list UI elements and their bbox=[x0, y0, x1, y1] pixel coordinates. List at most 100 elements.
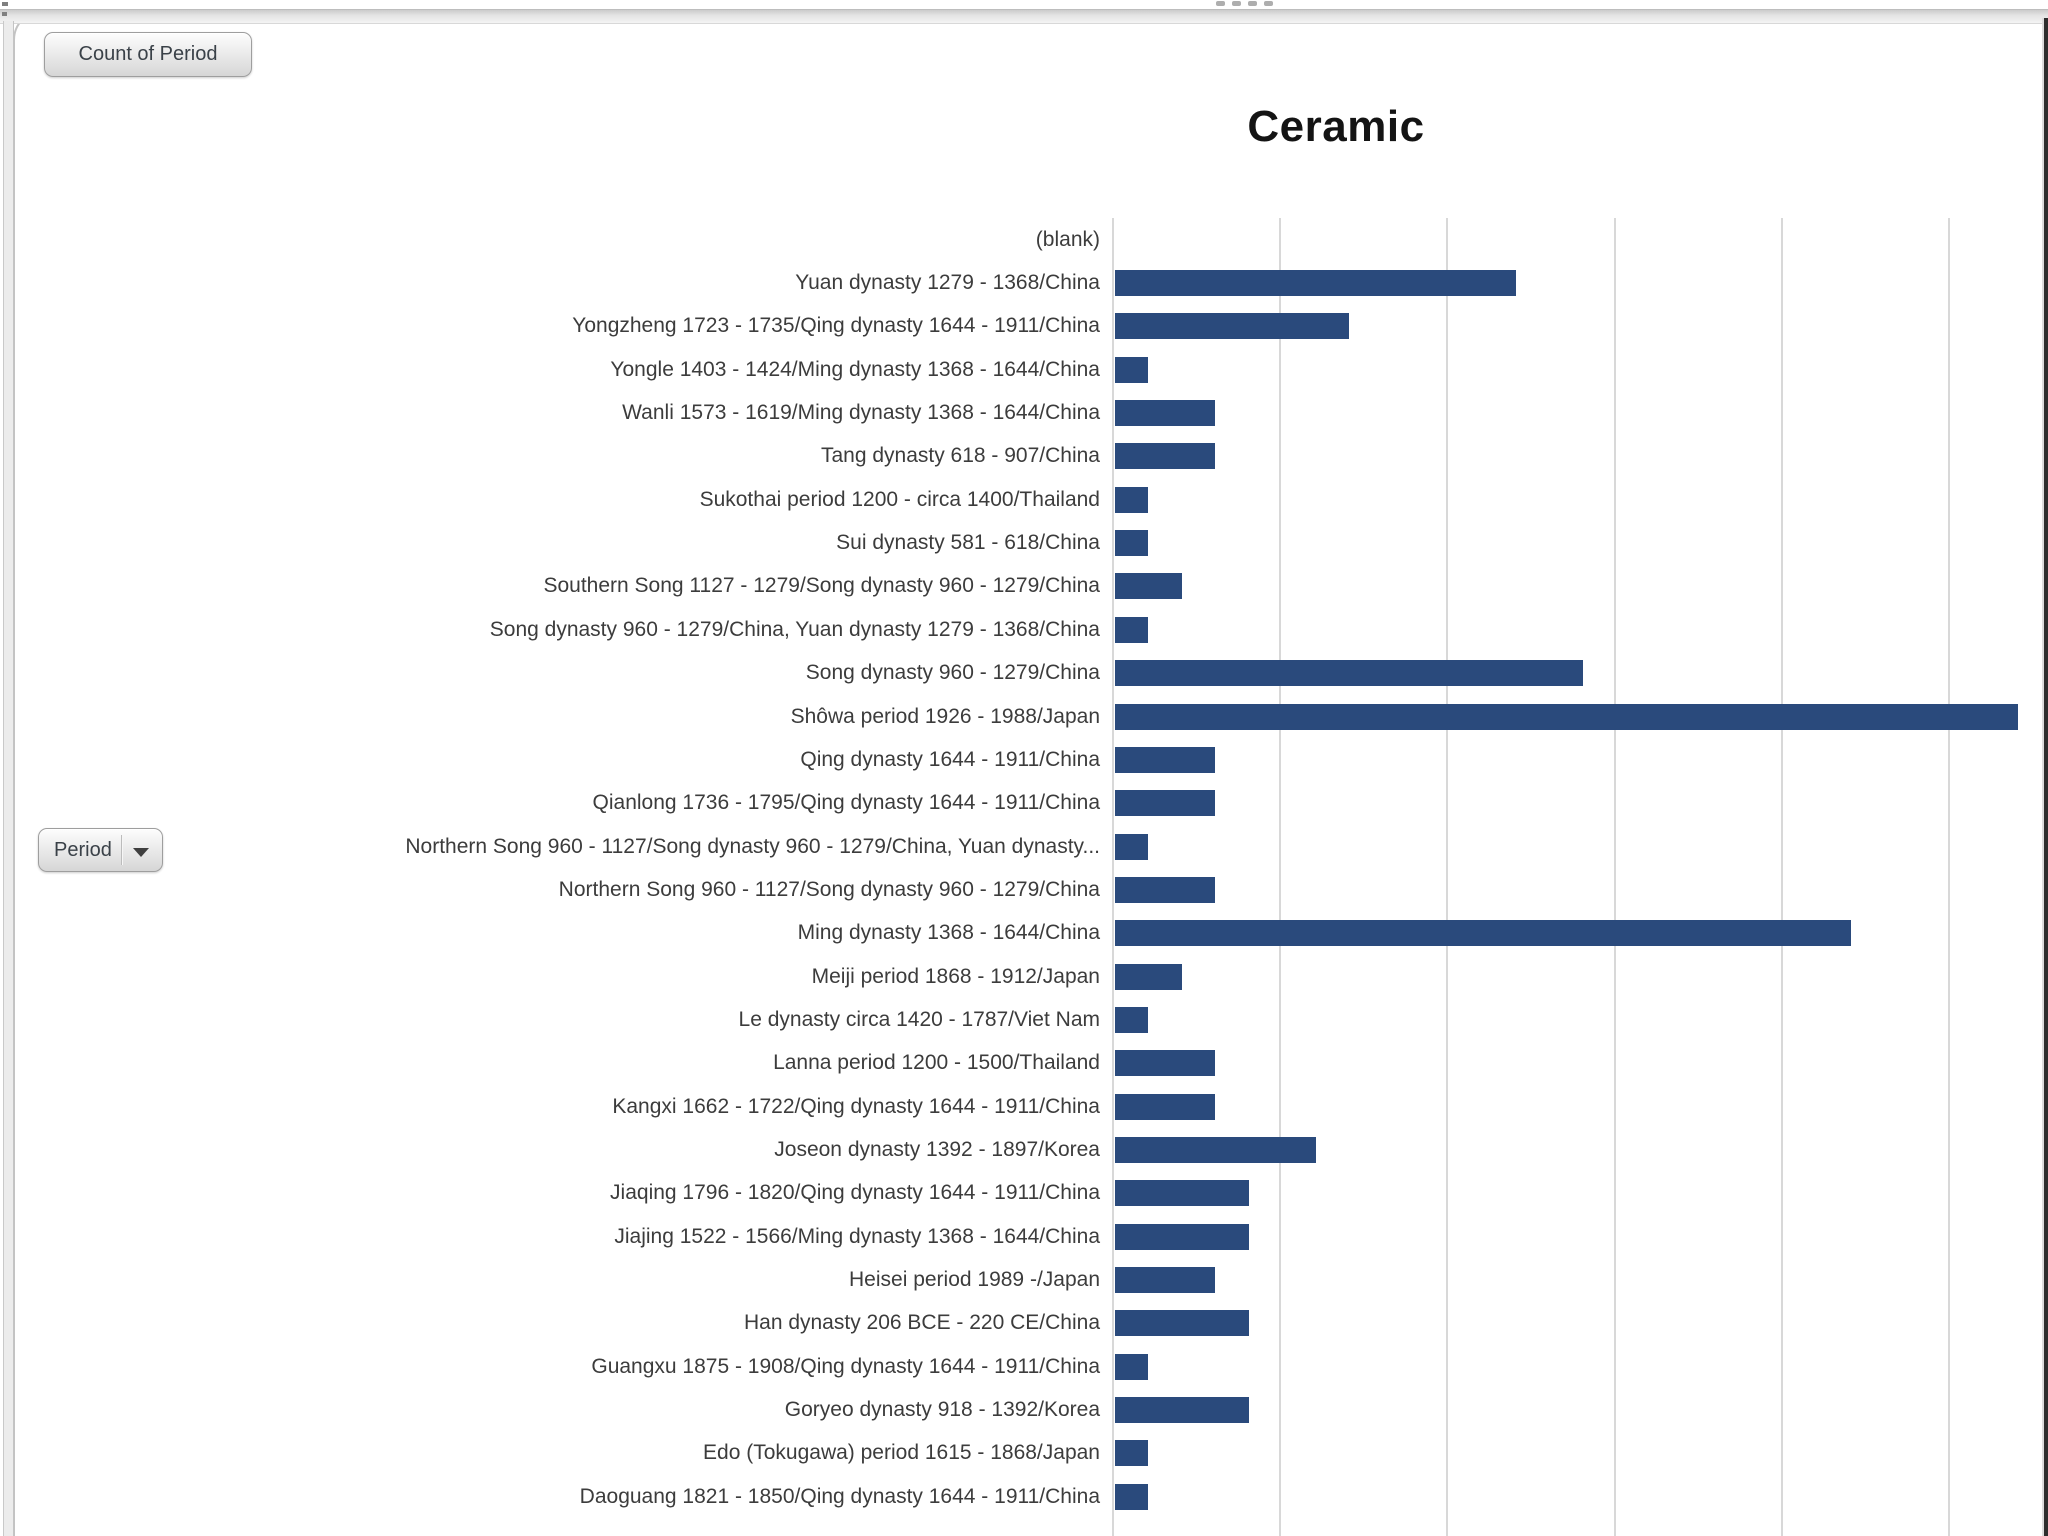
category-axis-label: Song dynasty 960 - 1279/China bbox=[805, 661, 1100, 685]
bar[interactable] bbox=[1115, 1267, 1216, 1294]
table-row: Jiaqing 1796 - 1820/Qing dynasty 1644 - … bbox=[0, 1172, 2048, 1215]
table-row: Daoguang 1821 - 1850/Qing dynasty 1644 -… bbox=[0, 1475, 2048, 1518]
table-row: Jiajing 1522 - 1566/Ming dynasty 1368 - … bbox=[0, 1215, 2048, 1258]
table-row: Sui dynasty 581 - 618/China bbox=[0, 521, 2048, 564]
category-axis-label: Qianlong 1736 - 1795/Qing dynasty 1644 -… bbox=[592, 791, 1100, 815]
table-row: Kangxi 1662 - 1722/Qing dynasty 1644 - 1… bbox=[0, 1085, 2048, 1128]
value-axis-line bbox=[1112, 218, 1114, 1536]
category-field-button-label: Period bbox=[54, 838, 112, 861]
table-row: Goryeo dynasty 918 - 1392/Korea bbox=[0, 1388, 2048, 1431]
bar[interactable] bbox=[1115, 313, 1350, 340]
category-axis-label: Jiajing 1522 - 1566/Ming dynasty 1368 - … bbox=[614, 1224, 1100, 1248]
gridline bbox=[1279, 218, 1282, 1536]
category-axis-label: Yongzheng 1723 - 1735/Qing dynasty 1644 … bbox=[572, 314, 1100, 338]
category-axis-label: Northern Song 960 - 1127/Song dynasty 96… bbox=[558, 877, 1100, 901]
category-axis-label: Yongle 1403 - 1424/Ming dynasty 1368 - 1… bbox=[610, 357, 1100, 381]
bar[interactable] bbox=[1115, 1006, 1149, 1033]
category-axis-label: Daoguang 1821 - 1850/Qing dynasty 1644 -… bbox=[579, 1484, 1100, 1508]
table-row: (blank) bbox=[0, 218, 2048, 261]
table-row: Edo (Tokugawa) period 1615 - 1868/Japan bbox=[0, 1432, 2048, 1475]
bar[interactable] bbox=[1115, 790, 1216, 817]
table-row: Ming dynasty 1368 - 1644/China bbox=[0, 912, 2048, 955]
bar[interactable] bbox=[1115, 1353, 1149, 1380]
category-axis-label: Joseon dynasty 1392 - 1897/Korea bbox=[774, 1138, 1100, 1162]
table-row: Meiji period 1868 - 1912/Japan bbox=[0, 955, 2048, 998]
table-row: Yongle 1403 - 1424/Ming dynasty 1368 - 1… bbox=[0, 348, 2048, 391]
chart-area-frame bbox=[13, 10, 2048, 1536]
bar[interactable] bbox=[1115, 963, 1182, 990]
category-axis-label: Song dynasty 960 - 1279/China, Yuan dyna… bbox=[489, 617, 1100, 641]
table-row: Guangxu 1875 - 1908/Qing dynasty 1644 - … bbox=[0, 1345, 2048, 1388]
table-row: Joseon dynasty 1392 - 1897/Korea bbox=[0, 1128, 2048, 1171]
category-axis-label: Jiaqing 1796 - 1820/Qing dynasty 1644 - … bbox=[610, 1181, 1100, 1205]
bar[interactable] bbox=[1115, 1440, 1149, 1467]
table-row: Song dynasty 960 - 1279/China, Yuan dyna… bbox=[0, 608, 2048, 651]
bar[interactable] bbox=[1115, 833, 1149, 860]
bar[interactable] bbox=[1115, 1223, 1249, 1250]
table-row: Northern Song 960 - 1127/Song dynasty 96… bbox=[0, 825, 2048, 868]
bar[interactable] bbox=[1115, 746, 1216, 773]
table-row: Song dynasty 960 - 1279/China bbox=[0, 652, 2048, 695]
category-axis-label: Ming dynasty 1368 - 1644/China bbox=[797, 921, 1100, 945]
category-axis-label: Wanli 1573 - 1619/Ming dynasty 1368 - 16… bbox=[622, 401, 1100, 425]
table-row: Heisei period 1989 -/Japan bbox=[0, 1258, 2048, 1301]
category-axis-label: Han dynasty 206 BCE - 220 CE/China bbox=[743, 1311, 1100, 1335]
bar[interactable] bbox=[1115, 703, 2018, 730]
cut-off-ui-fragment bbox=[2, 2, 8, 6]
bar[interactable] bbox=[1115, 1483, 1149, 1510]
table-row: Yuan dynasty 1279 - 1368/China bbox=[0, 261, 2048, 304]
gridline bbox=[1446, 218, 1449, 1536]
window-top-band bbox=[0, 9, 2048, 24]
value-field-button[interactable]: Count of Period bbox=[44, 32, 252, 77]
bar[interactable] bbox=[1115, 530, 1149, 557]
table-row: Lanna period 1200 - 1500/Thailand bbox=[0, 1042, 2048, 1085]
window-right-edge-highlight bbox=[2042, 18, 2044, 1536]
category-axis-label: Kangxi 1662 - 1722/Qing dynasty 1644 - 1… bbox=[612, 1094, 1100, 1118]
category-axis-label: Heisei period 1989 -/Japan bbox=[849, 1268, 1100, 1292]
category-axis-label: (blank) bbox=[1035, 227, 1100, 251]
table-row: Qianlong 1736 - 1795/Qing dynasty 1644 -… bbox=[0, 782, 2048, 825]
bar[interactable] bbox=[1115, 573, 1182, 600]
table-row: Han dynasty 206 BCE - 220 CE/China bbox=[0, 1302, 2048, 1345]
table-row: Qing dynasty 1644 - 1911/China bbox=[0, 738, 2048, 781]
bar[interactable] bbox=[1115, 400, 1216, 427]
dropdown-arrow-icon[interactable] bbox=[133, 848, 149, 857]
bar[interactable] bbox=[1115, 1093, 1216, 1120]
table-row: Yongzheng 1723 - 1735/Qing dynasty 1644 … bbox=[0, 305, 2048, 348]
gridline bbox=[1948, 218, 1950, 1536]
category-axis-label: Northern Song 960 - 1127/Song dynasty 96… bbox=[405, 834, 1100, 858]
bar[interactable] bbox=[1115, 1180, 1249, 1207]
category-axis-label: Goryeo dynasty 918 - 1392/Korea bbox=[784, 1398, 1100, 1422]
bar[interactable] bbox=[1115, 660, 1584, 687]
category-axis-label: Edo (Tokugawa) period 1615 - 1868/Japan bbox=[703, 1441, 1100, 1465]
category-axis-label: Sui dynasty 581 - 618/China bbox=[836, 531, 1100, 555]
category-axis-label: Meiji period 1868 - 1912/Japan bbox=[811, 964, 1100, 988]
bar[interactable] bbox=[1115, 356, 1149, 383]
window-right-edge bbox=[2044, 18, 2048, 1536]
category-axis-label: Shôwa period 1926 - 1988/Japan bbox=[790, 704, 1100, 728]
bar[interactable] bbox=[1115, 1050, 1216, 1077]
table-row: Southern Song 1127 - 1279/Song dynasty 9… bbox=[0, 565, 2048, 608]
category-field-button[interactable]: Period bbox=[38, 828, 163, 872]
table-row: Shôwa period 1926 - 1988/Japan bbox=[0, 695, 2048, 738]
category-axis-label: Tang dynasty 618 - 907/China bbox=[820, 444, 1100, 468]
bar[interactable] bbox=[1115, 443, 1216, 470]
bar[interactable] bbox=[1115, 270, 1517, 297]
table-row: Le dynasty circa 1420 - 1787/Viet Nam bbox=[0, 998, 2048, 1041]
splitter-handle-dots-icon[interactable] bbox=[1216, 1, 1273, 6]
table-row: Sukothai period 1200 - circa 1400/Thaila… bbox=[0, 478, 2048, 521]
button-divider bbox=[121, 835, 122, 865]
bar[interactable] bbox=[1115, 1137, 1316, 1164]
gridline bbox=[1780, 218, 1783, 1536]
bar[interactable] bbox=[1115, 616, 1149, 643]
category-axis-label: Yuan dynasty 1279 - 1368/China bbox=[795, 271, 1100, 295]
bar[interactable] bbox=[1115, 486, 1149, 513]
category-axis-label: Southern Song 1127 - 1279/Song dynasty 9… bbox=[543, 574, 1100, 598]
bar[interactable] bbox=[1115, 920, 1851, 947]
chart-title[interactable]: Ceramic bbox=[1247, 102, 1425, 151]
bar[interactable] bbox=[1115, 876, 1216, 903]
bar[interactable] bbox=[1115, 1397, 1249, 1424]
table-row: Wanli 1573 - 1619/Ming dynasty 1368 - 16… bbox=[0, 391, 2048, 434]
bar[interactable] bbox=[1115, 1310, 1249, 1337]
